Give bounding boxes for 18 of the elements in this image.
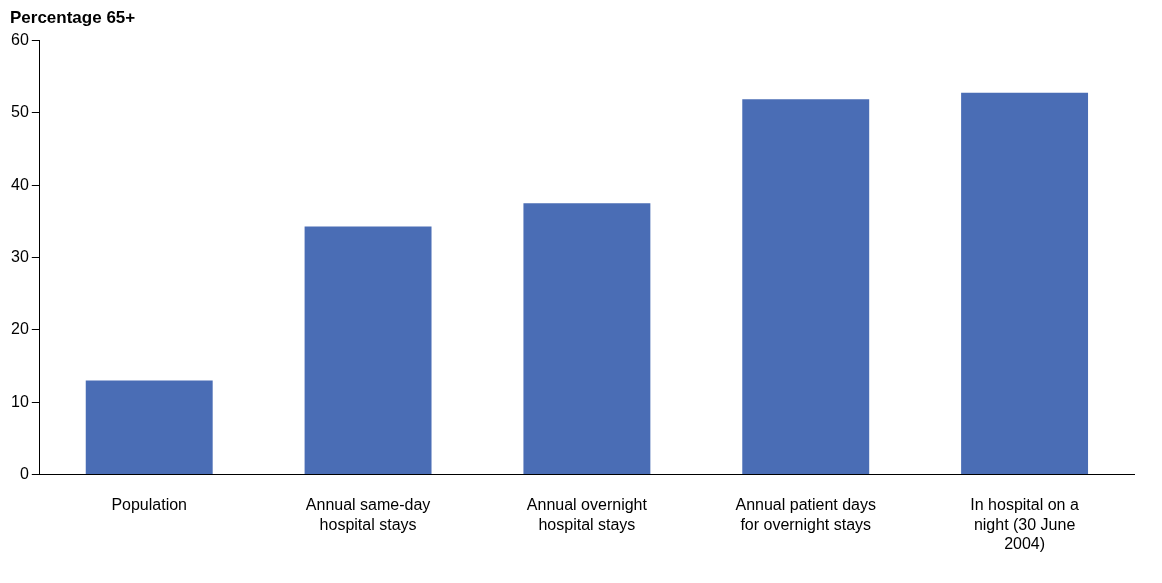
bar	[961, 92, 1089, 474]
x-tick-label: Population	[111, 496, 188, 514]
bar	[523, 203, 651, 474]
y-tick-label: 30	[11, 247, 29, 265]
y-tick-label: 10	[11, 392, 29, 410]
x-tick-label: Annual patient days for overnight stays	[735, 496, 877, 533]
bar	[85, 380, 213, 474]
x-tick-label: Annual overnight hospital stays	[526, 496, 648, 533]
x-tick-label: Annual same-day hospital stays	[305, 496, 431, 533]
y-tick-label: 20	[11, 320, 29, 338]
bar	[742, 99, 870, 474]
bar	[304, 226, 432, 474]
y-tick-label: 50	[11, 103, 29, 121]
y-tick-label: 40	[11, 175, 29, 193]
y-tick-label: 0	[19, 464, 29, 482]
y-tick-label: 60	[11, 31, 29, 49]
x-tick-label: In hospital on a night (30 June 2004)	[970, 496, 1079, 552]
y-axis-title: Percentage 65+	[10, 8, 137, 28]
